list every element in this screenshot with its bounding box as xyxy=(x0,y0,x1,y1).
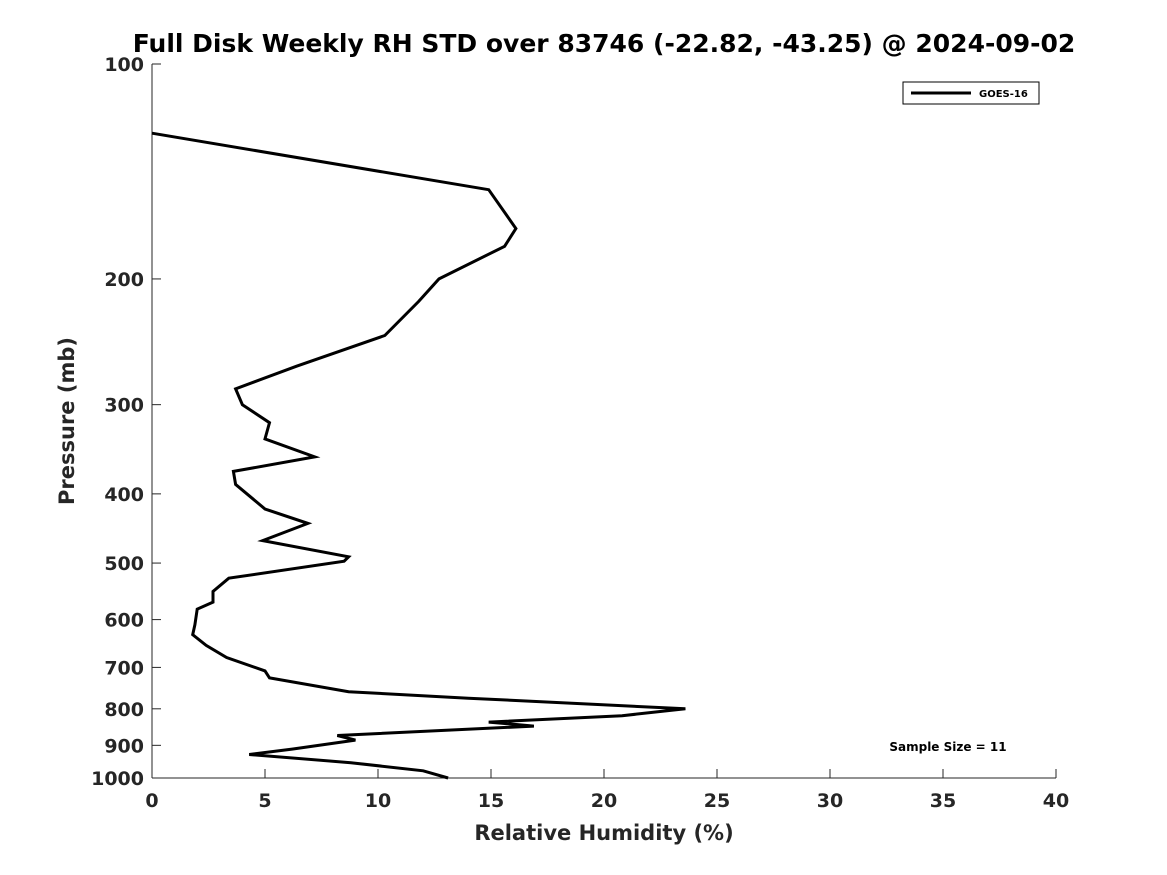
y-tick-label: 100 xyxy=(104,54,144,76)
series-group xyxy=(151,131,686,780)
x-tick-label: 15 xyxy=(478,790,504,812)
y-axis-ticks: 100 200 300 400 500 600 700 800 900 1000 xyxy=(91,54,161,790)
y-tick-label: 800 xyxy=(104,699,144,721)
y-tick-label: 600 xyxy=(104,610,144,632)
x-tick-label: 30 xyxy=(817,790,843,812)
y-tick-label: 500 xyxy=(104,553,144,575)
axes xyxy=(151,64,1056,779)
y-tick-label: 1000 xyxy=(91,768,144,790)
x-tick-label: 0 xyxy=(145,790,158,812)
sample-size-annotation: Sample Size = 11 xyxy=(889,740,1006,754)
x-axis-label: Relative Humidity (%) xyxy=(474,821,733,845)
x-tick-label: 20 xyxy=(591,790,617,812)
y-tick-label: 700 xyxy=(104,657,144,679)
y-tick-label: 400 xyxy=(104,484,144,506)
legend-entry-goes-16: GOES-16 xyxy=(979,89,1028,100)
y-tick-label: 900 xyxy=(104,735,144,757)
x-tick-label: 40 xyxy=(1043,790,1069,812)
x-tick-label: 5 xyxy=(258,790,271,812)
y-axis-label: Pressure (mb) xyxy=(55,337,79,505)
y-tick-label: 300 xyxy=(104,395,144,417)
y-tick-label: 200 xyxy=(104,269,144,291)
x-axis-ticks: 0 5 10 15 20 25 30 35 40 xyxy=(145,769,1069,812)
series-line-goes-16 xyxy=(151,131,686,780)
x-tick-label: 10 xyxy=(365,790,391,812)
x-tick-label: 35 xyxy=(930,790,956,812)
x-tick-label: 25 xyxy=(704,790,730,812)
chart-title: Full Disk Weekly RH STD over 83746 (-22.… xyxy=(133,29,1076,58)
legend: GOES-16 xyxy=(902,81,1040,105)
